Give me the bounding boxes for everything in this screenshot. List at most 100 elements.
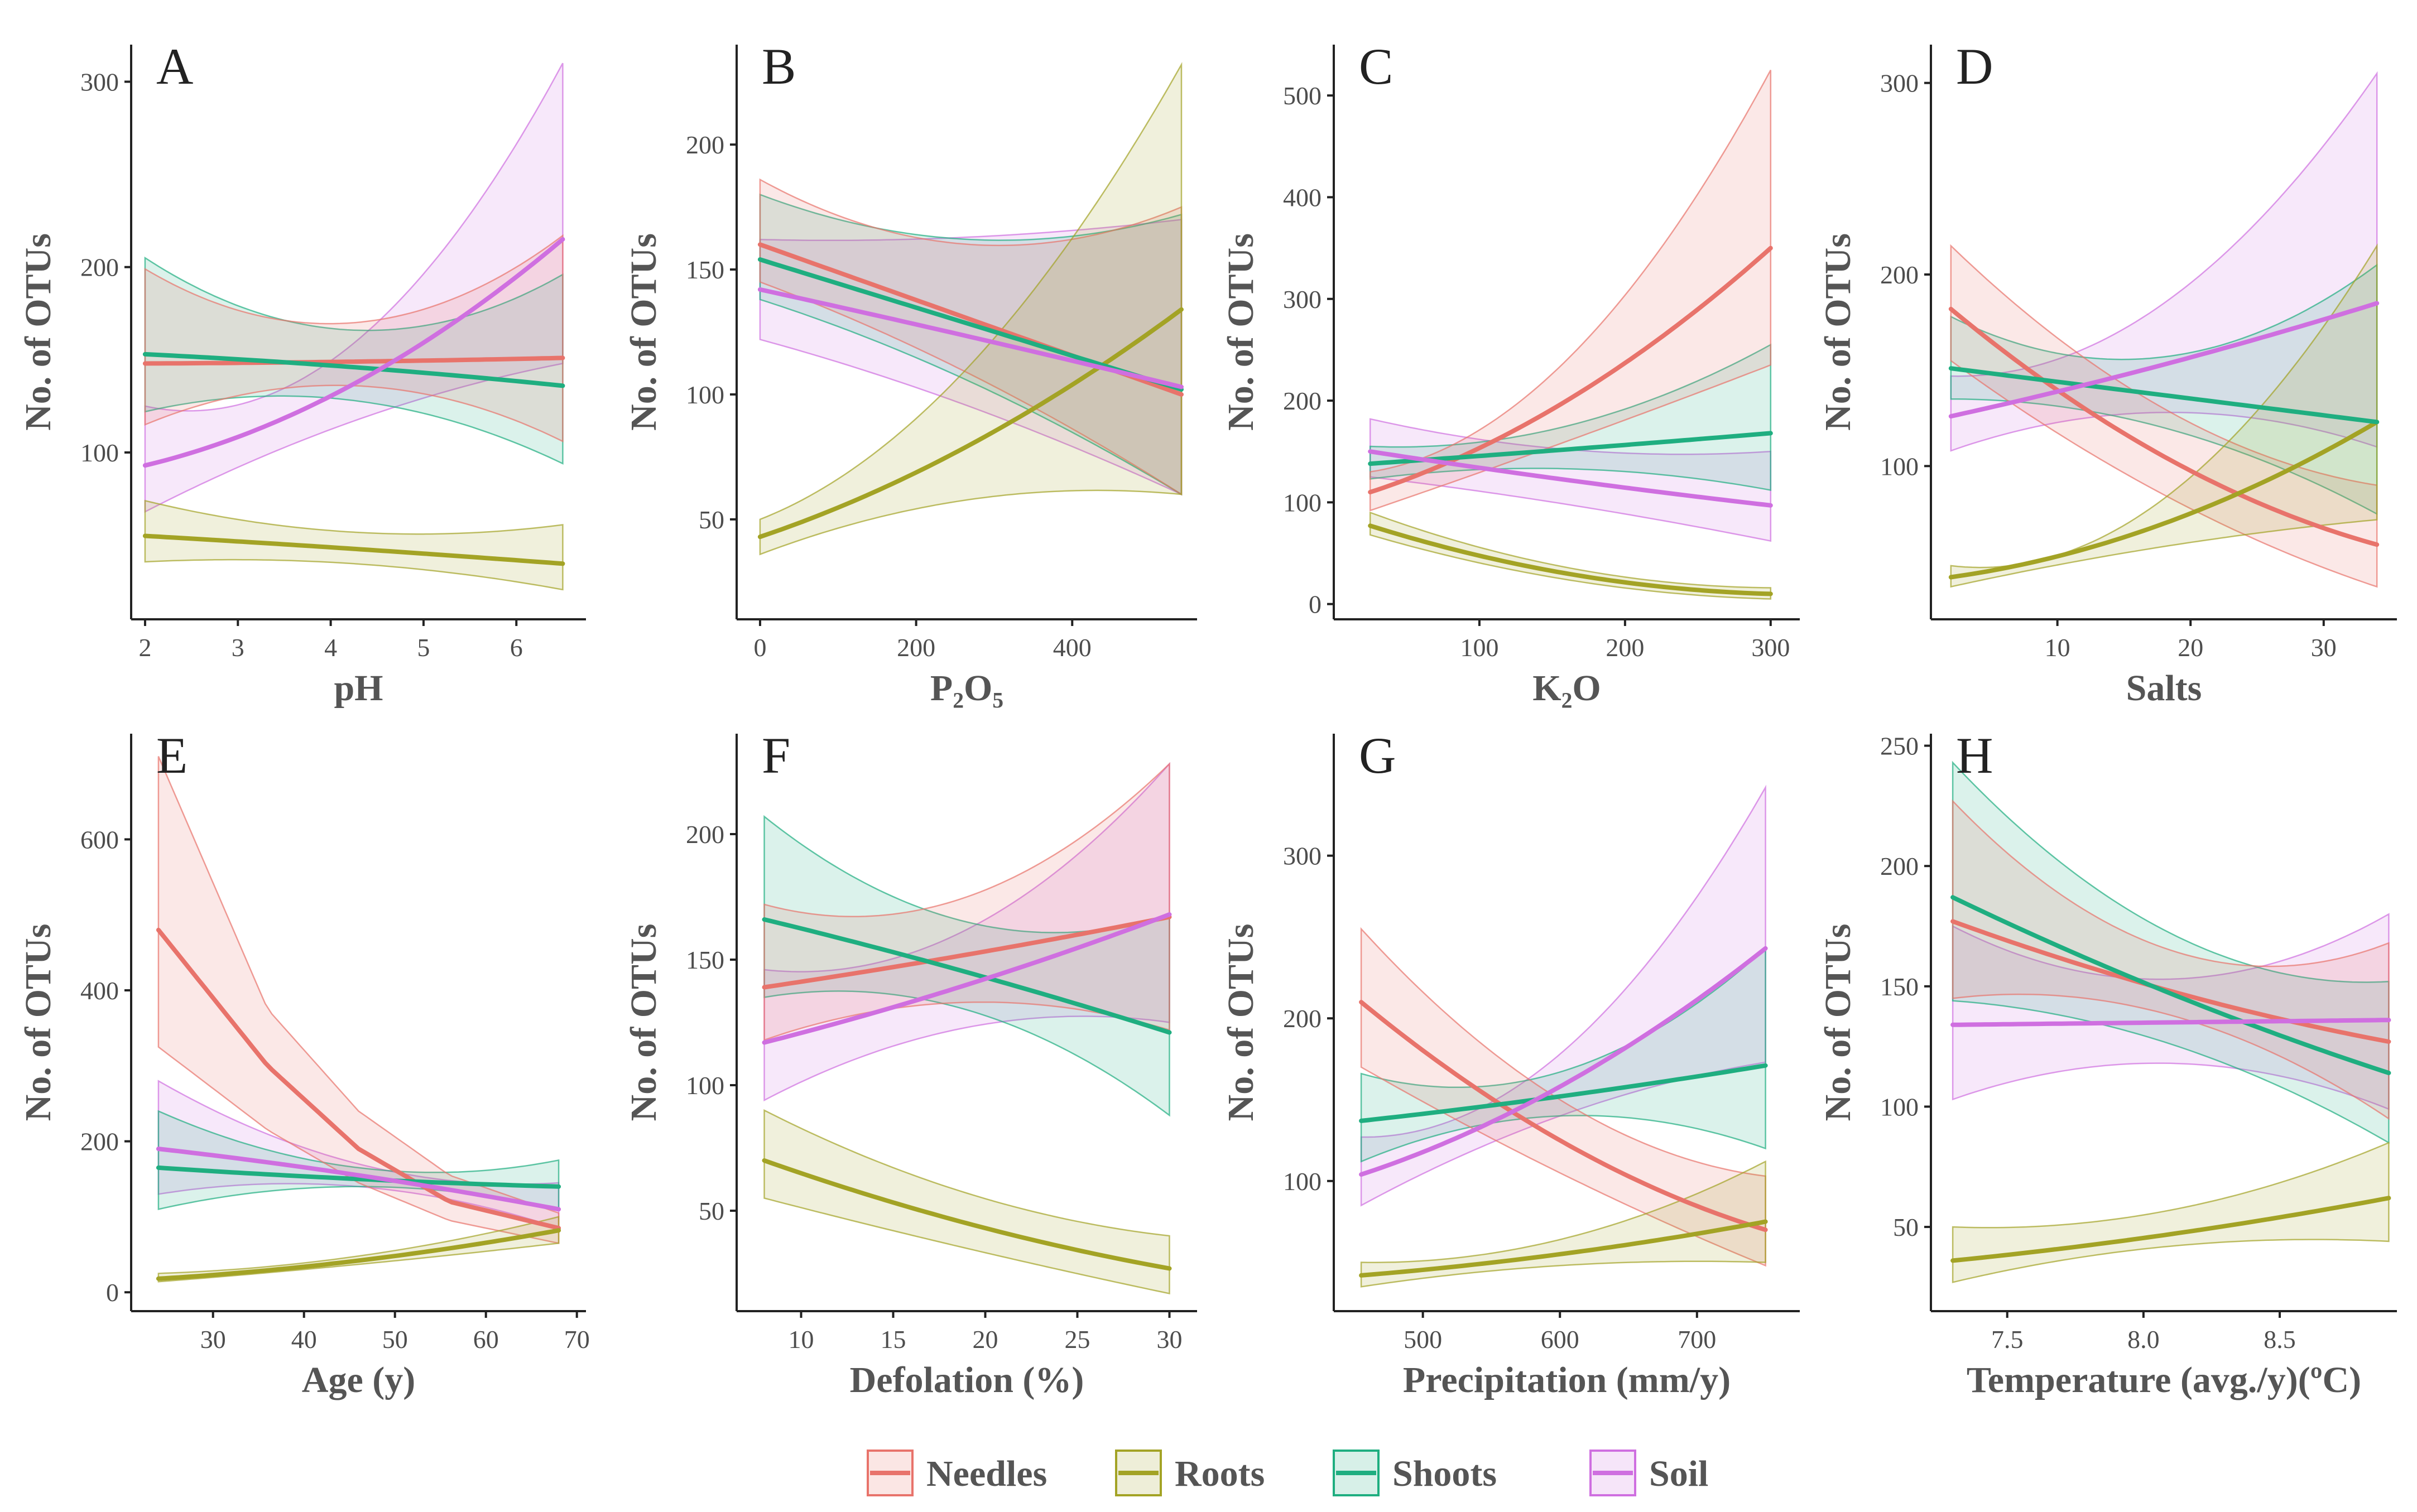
line-needles xyxy=(1948,306,2380,547)
line-shoots xyxy=(762,917,1172,1035)
y-axis-label: No. of OTUs xyxy=(18,233,59,431)
x-axis-label: P₂O₅ xyxy=(930,668,1003,709)
x-axis-label: Salts xyxy=(2126,668,2202,709)
panel-d: 100 200 300 10 20 30 D Salts No. of OTUs xyxy=(1818,38,2397,709)
line-shoots xyxy=(156,1165,561,1189)
legend-label: Shoots xyxy=(1392,1453,1497,1494)
y-tick-label: 400 xyxy=(1283,183,1322,211)
x-tick-label: 50 xyxy=(382,1325,408,1354)
y-axis-label: No. of OTUs xyxy=(18,924,59,1121)
y-tick-label: 200 xyxy=(1283,387,1322,415)
x-tick-label: 2 xyxy=(138,633,151,662)
x-tick-label: 5 xyxy=(417,633,430,662)
y-tick-label: 100 xyxy=(1283,488,1322,517)
line-roots xyxy=(1950,1196,2391,1263)
x-tick-label: 10 xyxy=(789,1325,814,1354)
line-roots xyxy=(762,1158,1172,1271)
y-axis-label: No. of OTUs xyxy=(623,233,664,431)
y-tick-label: 150 xyxy=(1880,972,1919,1001)
line-roots xyxy=(1368,523,1773,596)
y-tick-label: 150 xyxy=(686,946,724,974)
legend-item-soil: Soil xyxy=(1589,1450,1708,1496)
x-tick-label: 40 xyxy=(291,1325,317,1354)
line-soil xyxy=(1950,1018,2391,1027)
x-tick-label: 100 xyxy=(1460,633,1498,662)
x-tick-label: 0 xyxy=(753,633,766,662)
y-tick-label: 200 xyxy=(1880,261,1919,289)
panel-b: 50 100 150 200 0 200 400 B P₂O₅ No. of OTUs xyxy=(623,38,1197,709)
legend-item-needles: Needles xyxy=(867,1450,1047,1496)
panel-h: 50 100 150 200 250 7.5 8.0 8.5 H Temperature (avg… xyxy=(1818,727,2397,1400)
line-roots xyxy=(1948,420,2380,580)
y-axis-label: No. of OTUs xyxy=(623,924,664,1121)
line-needles xyxy=(762,914,1172,990)
y-tick-label: 400 xyxy=(80,976,119,1005)
x-tick-label: 15 xyxy=(881,1325,906,1354)
line-roots xyxy=(1359,1219,1768,1278)
x-tick-label: 20 xyxy=(973,1325,998,1354)
y-tick-label: 150 xyxy=(686,256,724,284)
x-tick-label: 700 xyxy=(1678,1325,1716,1354)
line-soil xyxy=(142,237,565,468)
y-tick-label: 100 xyxy=(1283,1167,1322,1196)
x-tick-label: 300 xyxy=(1751,633,1790,662)
ribbon-soil xyxy=(1360,784,1766,1207)
x-axis-label: pH xyxy=(334,668,383,709)
panel-g: 100 200 300 500 600 700 G Precipitation (mm/y) N… xyxy=(1220,727,1800,1400)
legend: Needles Roots Shoots Soil xyxy=(867,1450,1708,1496)
y-tick-label: 100 xyxy=(1880,1092,1919,1121)
y-tick-label: 250 xyxy=(1880,732,1919,760)
line-needles xyxy=(1950,919,2391,1044)
y-tick-label: 600 xyxy=(80,825,119,854)
ribbon-roots xyxy=(759,62,1183,556)
x-tick-label: 600 xyxy=(1541,1325,1579,1354)
x-tick-label: 200 xyxy=(897,633,935,662)
panel-letter: E xyxy=(156,727,188,784)
panel-letter: C xyxy=(1359,38,1393,95)
x-tick-label: 25 xyxy=(1065,1325,1090,1354)
panel-letter: A xyxy=(156,38,193,95)
x-tick-label: 10 xyxy=(2045,633,2070,662)
ribbon-needles xyxy=(1369,70,1772,512)
legend-item-roots: Roots xyxy=(1115,1450,1265,1496)
y-axis-label: No. of OTUs xyxy=(1818,924,1858,1121)
ribbon-roots xyxy=(1360,1160,1766,1288)
line-needles xyxy=(1359,1000,1768,1232)
y-axis-label: No. of OTUs xyxy=(1818,233,1858,431)
line-shoots xyxy=(142,351,565,388)
line-needles xyxy=(142,355,565,366)
y-tick-label: 100 xyxy=(686,1071,724,1100)
x-tick-label: 20 xyxy=(2178,633,2203,662)
line-soil xyxy=(757,287,1184,389)
y-tick-label: 100 xyxy=(80,439,119,467)
panel-f: 50 100 150 200 10 15 20 25 30 F Defolation (%) No. … xyxy=(623,727,1197,1400)
x-axis-label: Temperature (avg./y)(ºC) xyxy=(1967,1360,2361,1400)
panel-letter: B xyxy=(762,38,796,95)
y-axis-label: No. of OTUs xyxy=(1220,233,1261,431)
y-tick-label: 0 xyxy=(106,1278,119,1307)
ribbon-roots xyxy=(1952,1142,2390,1283)
ribbon-needles xyxy=(144,234,564,442)
legend-label: Needles xyxy=(926,1453,1047,1494)
x-tick-label: 7.5 xyxy=(1991,1325,2024,1354)
panel-letter: H xyxy=(1956,727,1993,784)
y-tick-label: 100 xyxy=(686,381,724,409)
line-needles xyxy=(156,927,561,1231)
x-tick-label: 8.5 xyxy=(2264,1325,2296,1354)
x-tick-label: 500 xyxy=(1404,1325,1442,1354)
x-tick-label: 3 xyxy=(232,633,244,662)
ribbon-roots xyxy=(1950,243,2378,588)
panel-e: 0 200 400 600 30 40 50 60 70 E Age (y) No. of OTUs xyxy=(18,727,590,1400)
panel-letter: F xyxy=(762,727,790,784)
line-soil xyxy=(1368,449,1773,508)
y-tick-label: 200 xyxy=(80,253,119,282)
x-axis-label: Precipitation (mm/y) xyxy=(1403,1360,1731,1400)
x-tick-label: 30 xyxy=(200,1325,226,1354)
y-tick-label: 300 xyxy=(80,68,119,96)
ribbon-needles xyxy=(157,756,560,1244)
legend-label: Roots xyxy=(1175,1453,1265,1494)
y-tick-label: 50 xyxy=(699,505,724,534)
x-tick-label: 60 xyxy=(473,1325,499,1354)
